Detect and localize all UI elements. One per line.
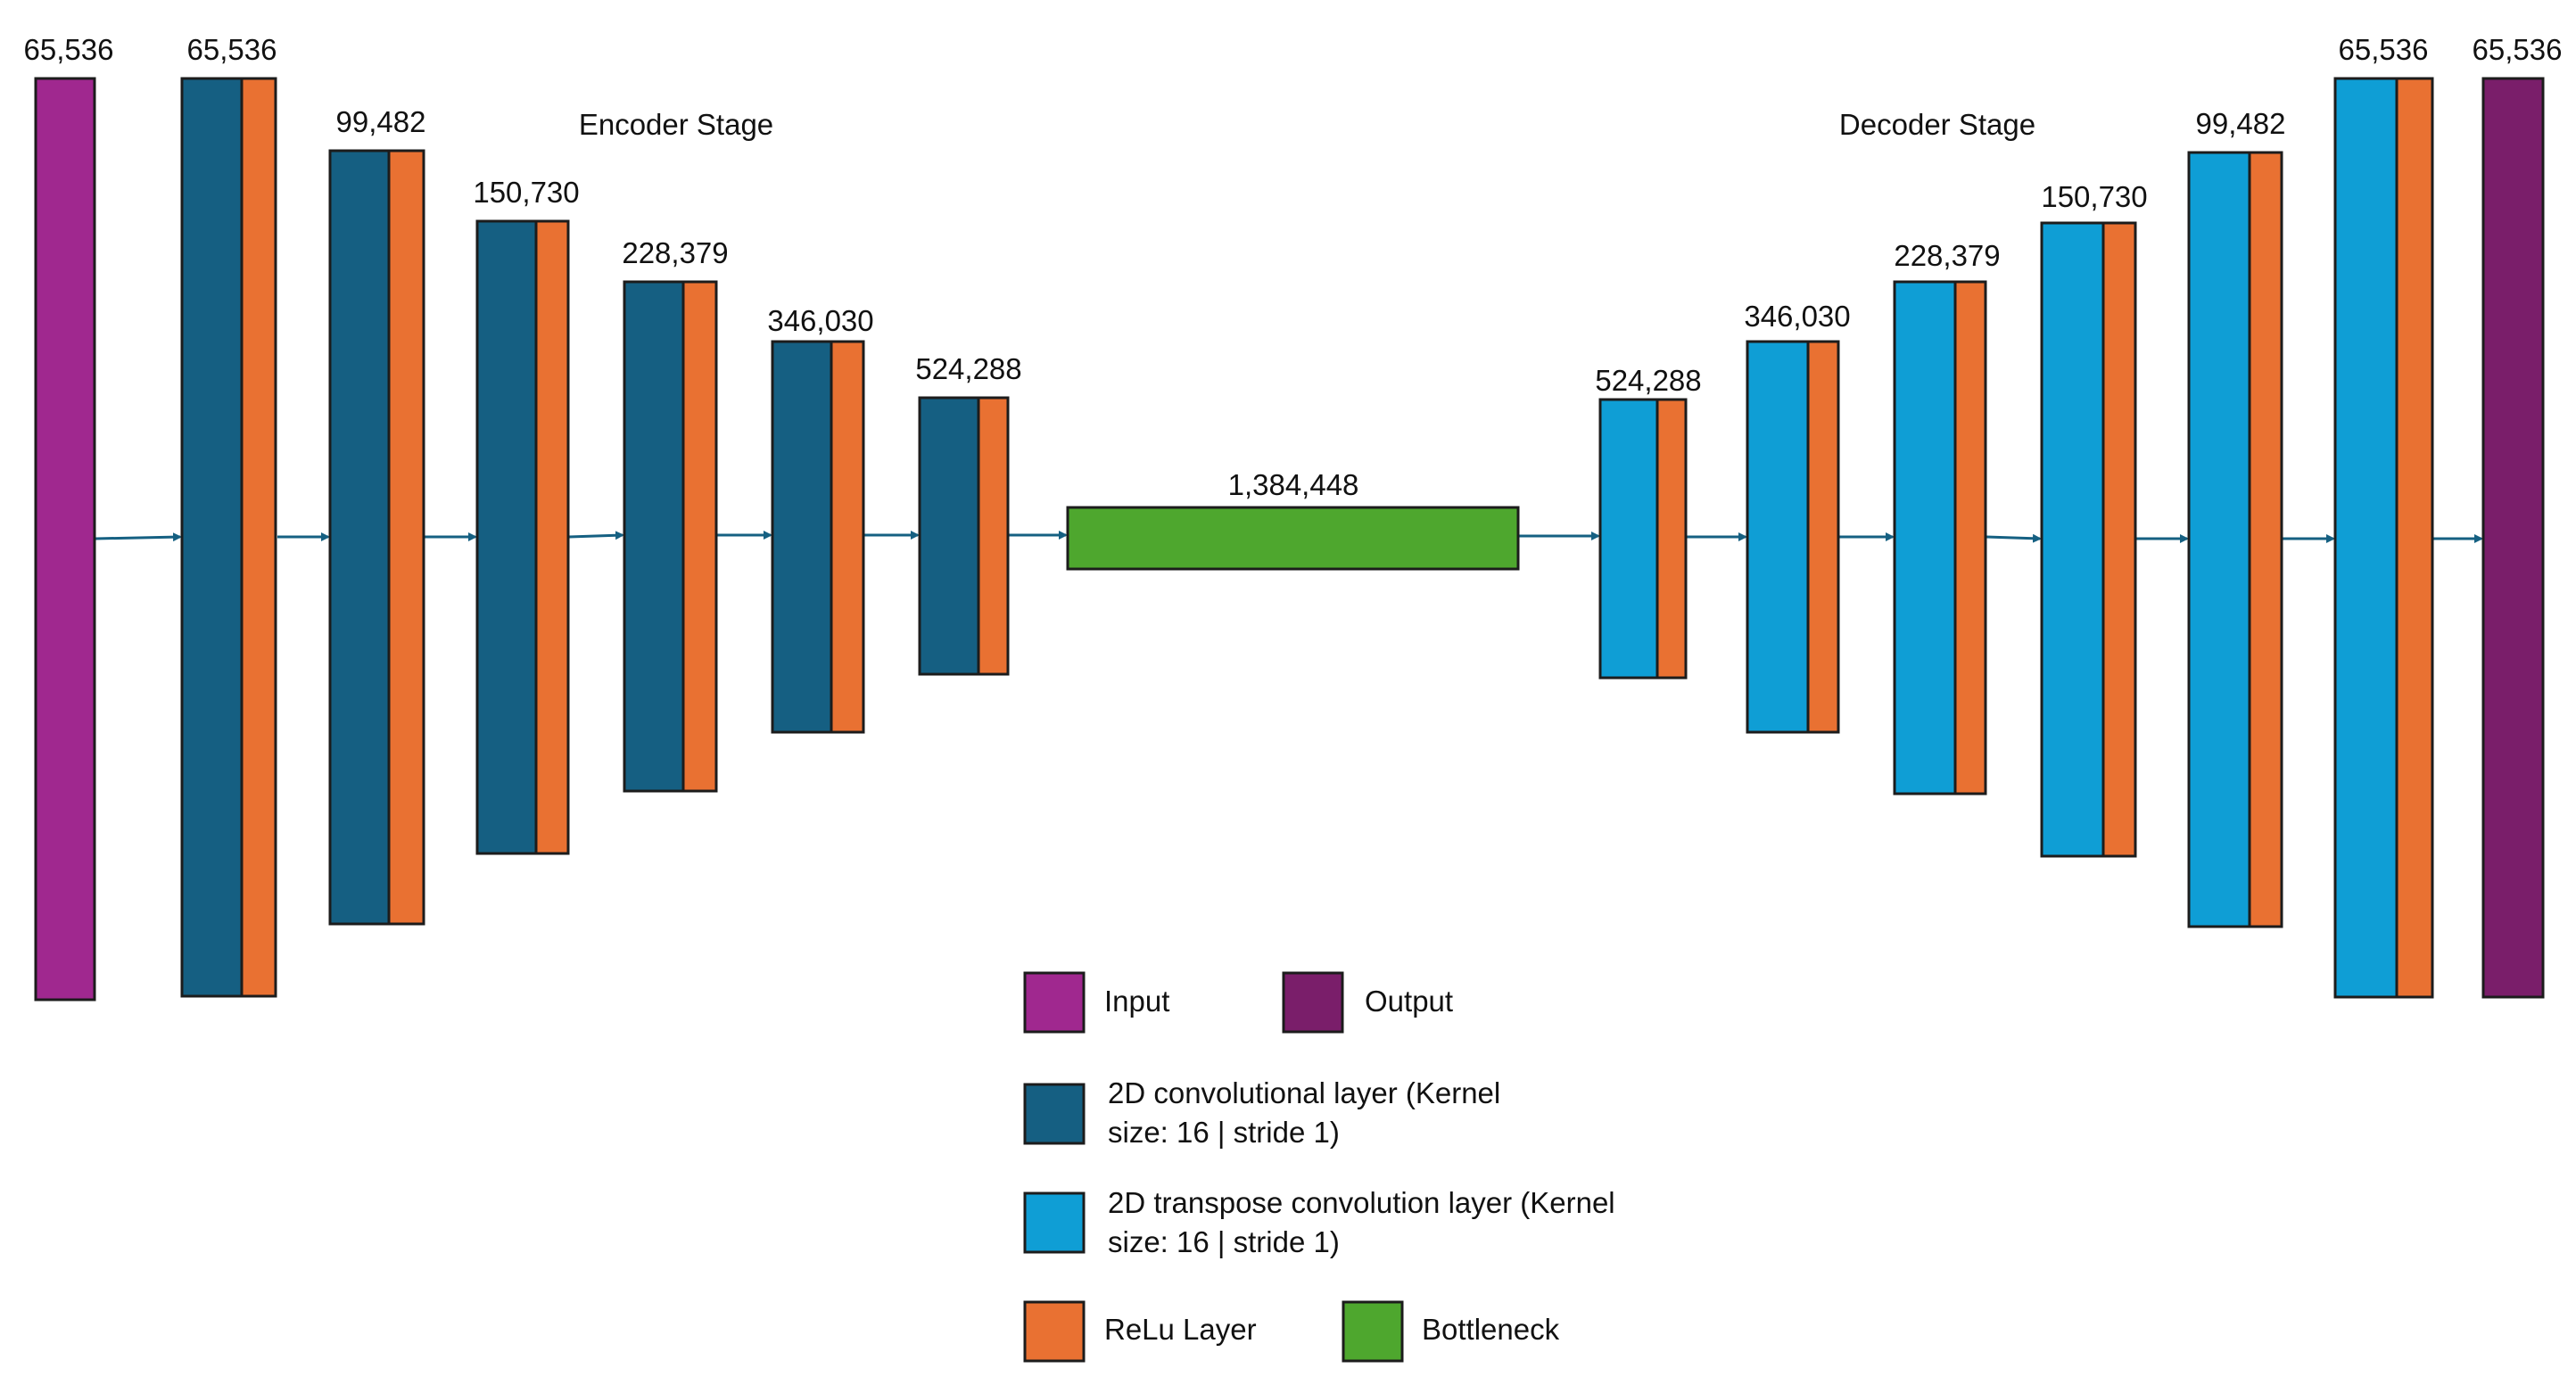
- conv-layer-rect: [328, 149, 391, 926]
- legend-item-output: Output: [1282, 971, 1453, 1034]
- input-layer-rect: [34, 77, 96, 1002]
- legend-item-relu: ReLu Layer: [1023, 1300, 1257, 1363]
- relu-layer-rect: [2248, 151, 2283, 928]
- encoder-4-size-label: 228,379: [622, 236, 728, 269]
- conv-layer-rect: [475, 219, 538, 855]
- bottleneck-size-label: 1,384,448: [1228, 468, 1359, 501]
- decoder-block-4: 150,730: [2040, 180, 2148, 858]
- relu-layer-rect: [1953, 280, 1987, 796]
- encoder-block-5: 346,030: [767, 304, 874, 734]
- encoder-block-2: 99,482: [328, 105, 426, 926]
- arrow: [1986, 533, 2042, 543]
- decoder-1-size-label: 524,288: [1595, 364, 1701, 397]
- decoder-block-1: 524,288: [1595, 364, 1702, 680]
- legend-item-input: Input: [1023, 971, 1169, 1034]
- tconv-layer-rect: [2187, 151, 2251, 928]
- bottleneck-layer-rect: [1066, 506, 1520, 571]
- encoder-stage-label: Encoder Stage: [579, 108, 773, 141]
- legend: Input Output 2D convolutional layer (Ker…: [1023, 971, 1615, 1363]
- legend-swatch-output: [1282, 971, 1344, 1034]
- legend-label-tconv-line-2: size: 16 | stride 1): [1108, 1225, 1340, 1258]
- legend-label-input: Input: [1104, 985, 1169, 1018]
- relu-layer-rect: [977, 396, 1010, 676]
- tconv-layer-rect: [2040, 221, 2105, 858]
- relu-layer-rect: [1655, 398, 1688, 680]
- output-layer: 65,536: [2473, 33, 2563, 999]
- encoder-5-size-label: 346,030: [767, 304, 873, 337]
- decoder-5-size-label: 99,482: [2196, 107, 2286, 140]
- legend-swatch-bottleneck: [1342, 1300, 1404, 1363]
- encoder-6-size-label: 524,288: [915, 352, 1021, 385]
- legend-label-relu: ReLu Layer: [1104, 1313, 1257, 1346]
- legend-label-conv-line-1: 2D convolutional layer (Kernel: [1108, 1076, 1500, 1109]
- encoder-1-size-label: 65,536: [187, 33, 277, 66]
- legend-swatch-conv: [1023, 1083, 1086, 1145]
- legend-label-conv-line-2: size: 16 | stride 1): [1108, 1116, 1340, 1149]
- encoder-block-6: 524,288: [915, 352, 1022, 676]
- relu-layer-rect: [240, 77, 277, 998]
- decoder-2-size-label: 346,030: [1744, 300, 1850, 333]
- decoder-4-size-label: 150,730: [2041, 180, 2147, 213]
- legend-item-tconv: 2D transpose convolution layer (Kernel s…: [1023, 1186, 1615, 1258]
- legend-item-bottleneck: Bottleneck: [1342, 1300, 1560, 1363]
- output-size-label: 65,536: [2473, 33, 2563, 66]
- legend-swatch-relu: [1023, 1300, 1086, 1363]
- arrow: [568, 531, 624, 540]
- legend-label-output: Output: [1365, 985, 1453, 1018]
- relu-layer-rect: [387, 149, 425, 926]
- input-layer: 65,536: [24, 33, 114, 1002]
- decoder-block-6: 65,536: [2333, 33, 2434, 999]
- relu-layer-rect: [2101, 221, 2137, 858]
- encoder-block-1: 65,536: [180, 33, 277, 998]
- legend-label-bottleneck: Bottleneck: [1422, 1313, 1560, 1346]
- tconv-layer-rect: [1893, 280, 1957, 796]
- relu-layer-rect: [830, 340, 865, 734]
- conv-layer-rect: [180, 77, 244, 998]
- input-size-label: 65,536: [24, 33, 114, 66]
- decoder-block-5: 99,482: [2187, 107, 2286, 928]
- flow-arrows: [95, 531, 2483, 543]
- relu-layer-rect: [2395, 77, 2434, 999]
- decoder-6-size-label: 65,536: [2339, 33, 2429, 66]
- encoder-2-size-label: 99,482: [336, 105, 426, 138]
- relu-layer-rect: [681, 280, 718, 793]
- legend-swatch-input: [1023, 971, 1086, 1034]
- decoder-3-size-label: 228,379: [1894, 239, 2000, 272]
- encoder-block-4: 228,379: [622, 236, 729, 793]
- legend-swatch-tconv: [1023, 1191, 1086, 1254]
- output-layer-rect: [2481, 77, 2545, 999]
- legend-item-conv: 2D convolutional layer (Kernel size: 16 …: [1023, 1076, 1500, 1149]
- conv-layer-rect: [771, 340, 833, 734]
- relu-layer-rect: [1806, 340, 1840, 734]
- encoder-block-3: 150,730: [473, 176, 580, 855]
- tconv-layer-rect: [1746, 340, 1810, 734]
- legend-label-tconv-line-1: 2D transpose convolution layer (Kernel: [1108, 1186, 1615, 1219]
- tconv-layer-rect: [2333, 77, 2398, 999]
- arrow: [95, 532, 182, 542]
- conv-layer-rect: [918, 396, 980, 676]
- conv-layer-rect: [623, 280, 685, 793]
- decoder-block-2: 346,030: [1744, 300, 1851, 734]
- tconv-layer-rect: [1598, 398, 1659, 680]
- decoder-stage-label: Decoder Stage: [1839, 108, 2035, 141]
- bottleneck-layer: 1,384,448: [1066, 468, 1520, 571]
- encoder-3-size-label: 150,730: [473, 176, 579, 209]
- decoder-block-3: 228,379: [1893, 239, 2001, 796]
- relu-layer-rect: [534, 219, 570, 855]
